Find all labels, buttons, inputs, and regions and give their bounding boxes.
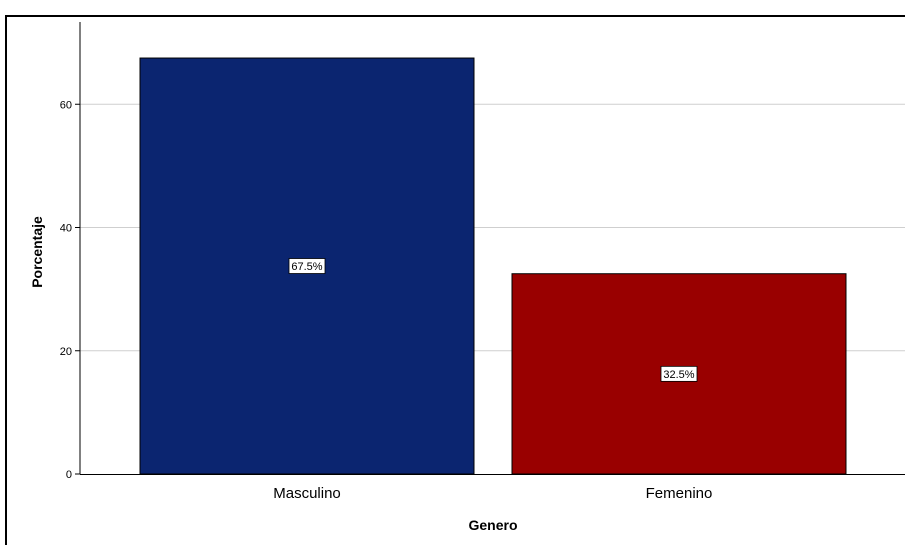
y-ticks: 0 20 40 60: [60, 99, 80, 481]
y-tick-label: 60: [60, 99, 72, 111]
x-axis-title: Genero: [468, 517, 517, 533]
chart-frame: [5, 15, 905, 545]
y-tick-label: 40: [60, 223, 72, 235]
y-tick-label: 20: [60, 346, 72, 358]
x-tick-labels: Masculino Femenino: [273, 485, 712, 502]
data-label-box: [288, 258, 326, 274]
data-label: 67.5%: [291, 261, 322, 273]
bars: 67.5% 32.5%: [139, 57, 847, 475]
data-label-box: [660, 365, 698, 382]
y-tick-label: 0: [66, 469, 72, 481]
y-axis-title: Porcentaje: [29, 216, 45, 288]
data-label: 32.5%: [663, 369, 694, 381]
x-tick-label: Femenino: [646, 485, 713, 502]
x-tick-label: Masculino: [273, 485, 341, 502]
